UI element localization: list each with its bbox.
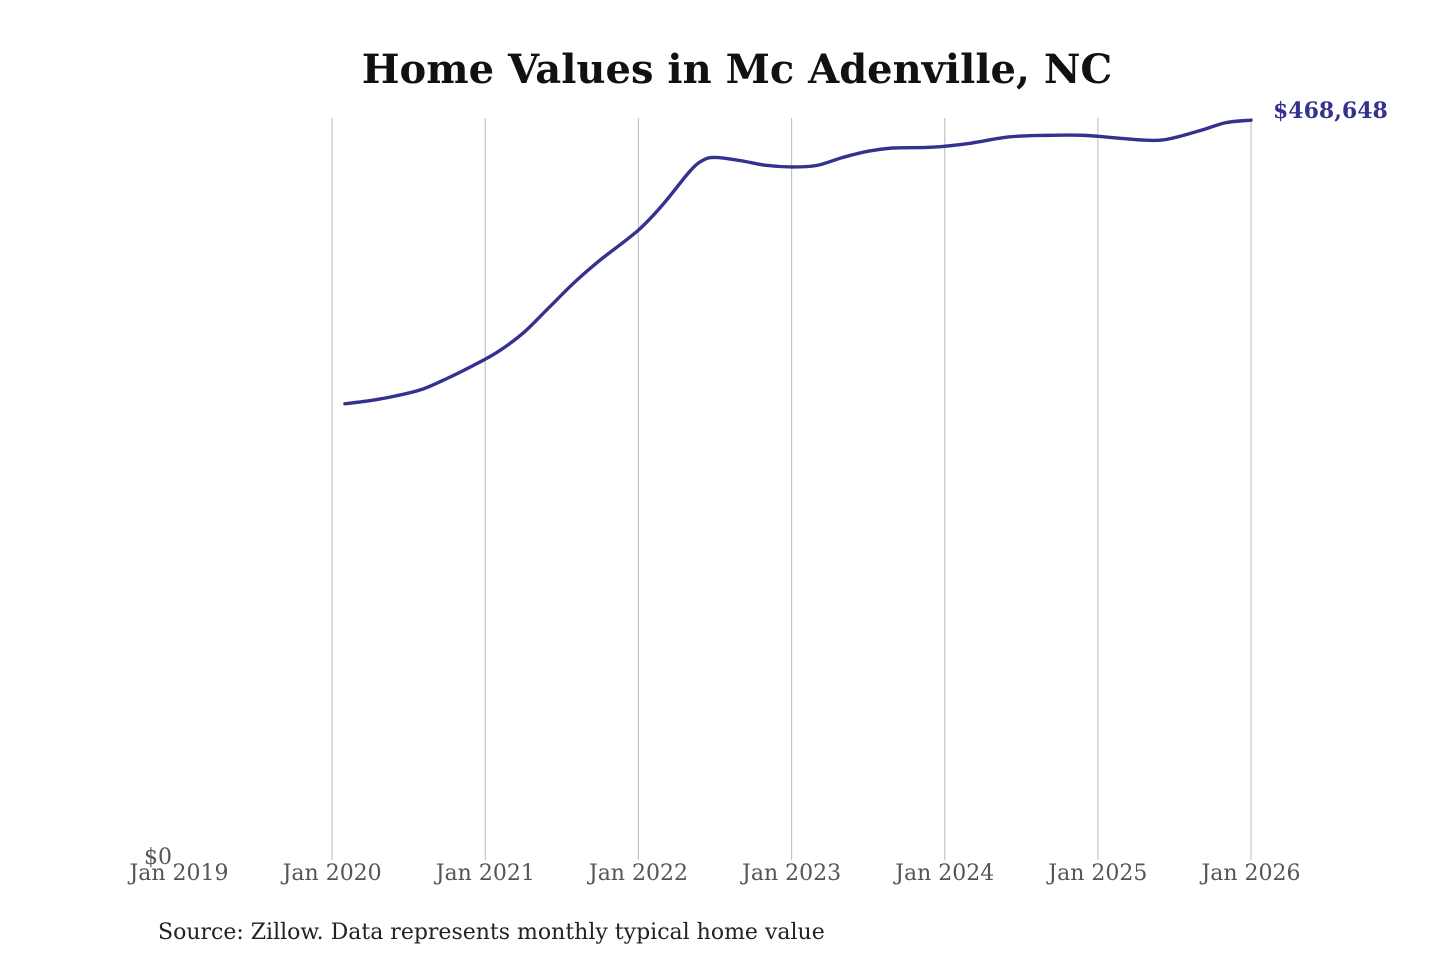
chart-title: Home Values in Mc Adenville, NC <box>362 46 1112 93</box>
x-axis-ticks: Jan 2019 Jan 2020 Jan 2021 Jan 2022 Jan 2023… <box>127 861 1300 886</box>
x-tick-label: Jan 2025 <box>1046 861 1147 886</box>
x-tick-label: Jan 2026 <box>1199 861 1300 886</box>
y-tick-label: $0 <box>144 845 172 870</box>
x-tick-label: Jan 2023 <box>740 861 841 886</box>
x-tick-label: Jan 2019 <box>127 861 228 886</box>
source-note: Source: Zillow. Data represents monthly … <box>158 920 825 945</box>
x-tick-label: Jan 2022 <box>587 861 688 886</box>
x-tick-label: Jan 2024 <box>893 861 994 886</box>
latest-value-label: $468,648 <box>1273 98 1388 124</box>
x-tick-label: Jan 2021 <box>434 861 535 886</box>
home-value-line <box>343 118 1253 406</box>
y-axis-ticks: $0 <box>144 845 172 870</box>
gridlines <box>331 118 1252 860</box>
x-tick-label: Jan 2020 <box>281 861 382 886</box>
